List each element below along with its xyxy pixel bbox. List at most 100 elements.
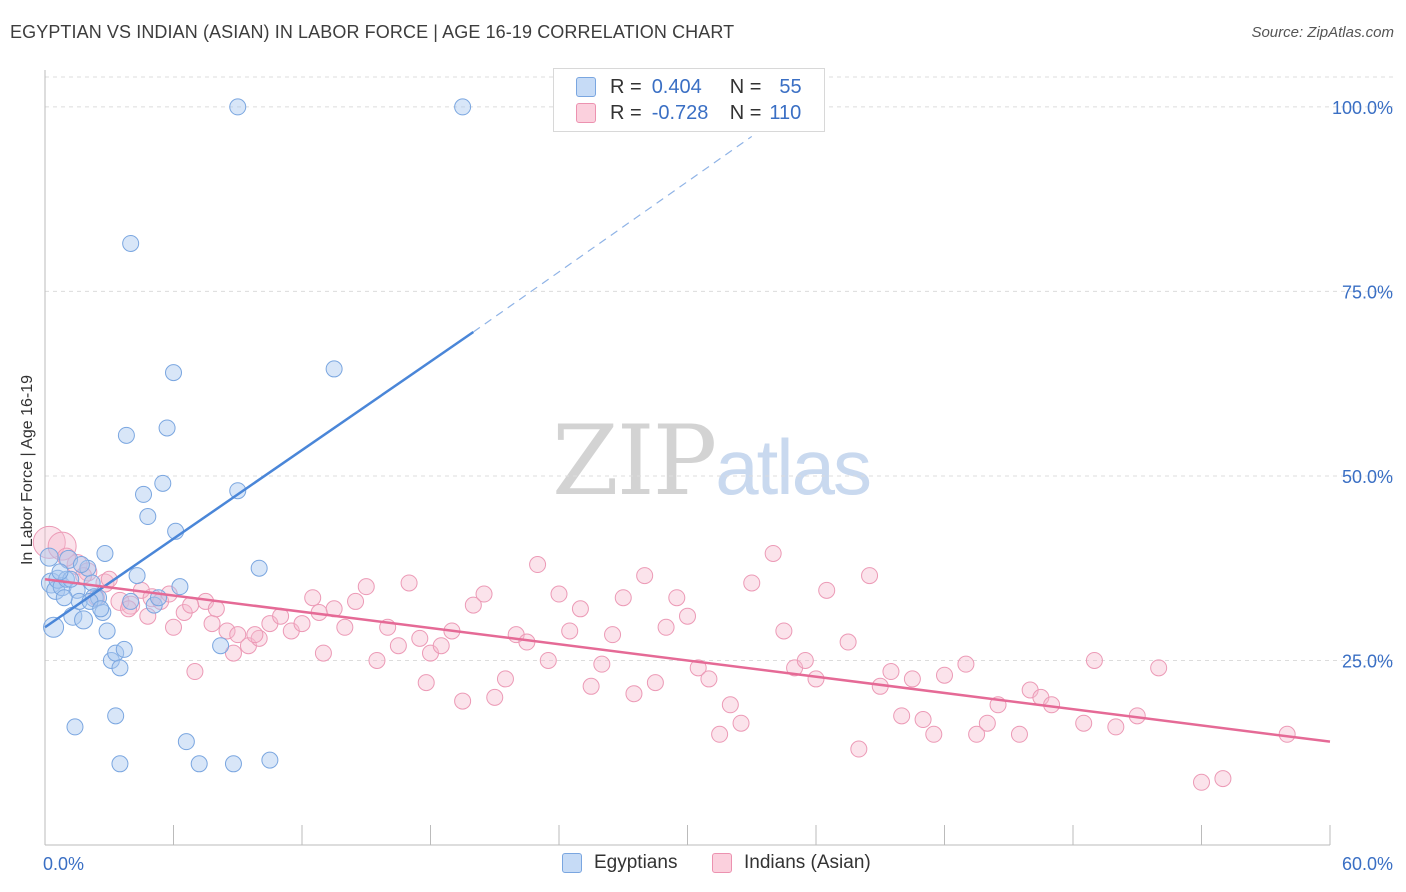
indians-point [1085,651,1103,669]
indians-point [304,589,322,607]
indians-point [743,574,761,592]
egyptians-point [74,610,94,630]
egyptians-trendline-extension [472,135,753,333]
indians-point [400,574,418,592]
egyptians-point [325,360,343,378]
egyptians-point [43,616,65,638]
egyptians-point [250,559,268,577]
indians-point [689,659,707,677]
egyptians-point [128,567,146,585]
indians-point [464,596,482,614]
egyptians-point [158,419,176,437]
egyptians-point [229,98,247,116]
egyptians-point [51,563,69,581]
legend-item-egyptians[interactable]: Egyptians [562,852,677,874]
indians-point [882,663,900,681]
indians-point [818,581,836,599]
egyptians-point [139,508,157,526]
indians-point [454,692,472,710]
legend-swatch-indians [576,103,596,123]
indians-trendline [44,578,1331,743]
egyptians-point [154,474,172,492]
indians-point [357,578,375,596]
indians-point [796,651,814,669]
egyptians-point [224,755,242,773]
y-axis-label: In Labor Force | Age 16-19 [19,374,36,566]
indians-point [389,637,407,655]
indians-point [529,556,547,574]
egyptians-point [96,544,114,562]
indians-point [571,600,589,618]
y-tick-label: 25.0% [1342,651,1393,671]
indians-point [207,600,225,618]
indians-point [203,615,221,633]
legend-r-label: R = [610,75,642,98]
chart-title: EGYPTIAN VS INDIAN (ASIAN) IN LABOR FORC… [10,22,735,42]
egyptians-point [117,426,135,444]
egyptians-point [92,600,110,618]
indians-point [411,629,429,647]
indians-point [721,696,739,714]
indians-point [1107,718,1125,736]
egyptians-point [72,556,90,574]
indians-point [1193,773,1210,791]
indians-point [957,655,975,673]
indians-point [1010,725,1028,743]
egyptians-point [122,592,140,610]
indians-point [186,663,204,681]
legend-n-label: N = [729,75,762,98]
egyptians-point [190,755,208,773]
indians-point [903,670,921,688]
legend-r-value: -0.728 [651,101,709,124]
indians-point [496,670,514,688]
watermark-zip: ZIP [552,405,717,517]
indians-point [336,618,354,636]
legend-label-egyptians: Egyptians [594,852,678,873]
indians-point [582,677,600,695]
indians-point [1214,770,1232,788]
watermark-atlas: atlas [715,423,872,511]
indians-point [139,607,157,625]
indians-point [229,626,247,644]
indians-point [861,567,879,585]
indians-point [1150,659,1168,677]
indians-point [614,589,632,607]
indians-point [550,585,568,603]
indians-point [218,622,236,640]
indians-point [646,674,664,692]
correlation-legend: R = 0.404 N = 55 R = -0.728 N = 110 [553,68,825,132]
indians-point [1075,714,1093,732]
indians-point [604,626,622,644]
indians-point [764,544,782,562]
indians-point [968,725,986,743]
x-tick-label: 60.0% [1342,854,1393,874]
indians-point [475,585,493,603]
indians-point [314,644,332,662]
legend-swatch-egyptians [562,853,582,873]
indians-point [775,622,793,640]
indians-point [850,740,868,758]
indians-point [893,707,911,725]
egyptians-point [135,485,153,503]
legend-item-indians[interactable]: Indians (Asian) [712,852,871,874]
indians-point [246,626,264,644]
y-tick-label: 50.0% [1342,467,1393,487]
egyptians-point [454,98,472,116]
indians-point [486,688,504,706]
egyptians-point [261,751,279,769]
egyptians-point [66,718,84,736]
indians-point [539,651,557,669]
indians-point [732,714,750,732]
indians-point [368,651,386,669]
x-tick-label: 0.0% [43,854,84,874]
legend-row-egyptians: R = 0.404 N = 55 [576,75,802,99]
indians-point [561,622,579,640]
indians-point [293,615,311,633]
y-tick-label: 75.0% [1342,282,1393,302]
indians-point [417,674,435,692]
legend-swatch-indians [712,853,732,873]
egyptians-point [177,733,195,751]
egyptians-point [171,578,189,596]
egyptians-point [107,707,125,725]
indians-point [657,618,675,636]
